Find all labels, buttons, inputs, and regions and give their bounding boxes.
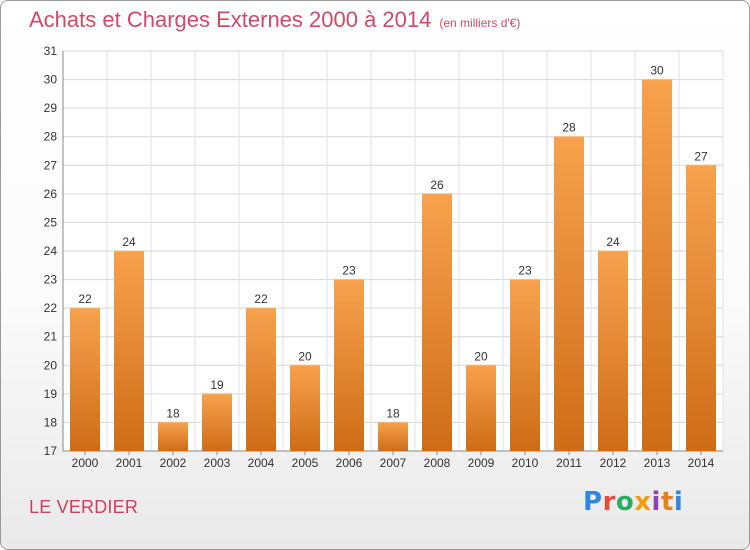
bar: [466, 365, 496, 451]
data-label: 28: [562, 121, 576, 135]
data-label: 24: [606, 235, 620, 249]
bar: [202, 393, 232, 451]
data-label: 30: [650, 64, 664, 78]
bar: [114, 251, 144, 451]
x-tick-label: 2010: [512, 456, 539, 470]
data-label: 27: [694, 149, 708, 163]
logo-letter: o: [615, 487, 635, 517]
x-tick-label: 2000: [72, 456, 99, 470]
data-label: 19: [210, 378, 224, 392]
y-tick-label: 27: [44, 158, 58, 172]
y-tick-label: 26: [44, 187, 58, 201]
bar: [158, 422, 188, 451]
data-label: 20: [298, 349, 312, 363]
bar: [246, 308, 276, 451]
y-tick-label: 31: [44, 44, 58, 58]
logo-letter: r: [602, 487, 616, 517]
x-tick-label: 2002: [160, 456, 187, 470]
data-label: 22: [254, 292, 268, 306]
bar: [70, 308, 100, 451]
logo-letter: P: [583, 487, 603, 517]
y-tick-label: 25: [44, 215, 58, 229]
data-label: 23: [342, 264, 356, 278]
bar: [378, 422, 408, 451]
y-tick-label: 18: [44, 415, 58, 429]
x-tick-label: 2012: [600, 456, 627, 470]
data-label: 24: [122, 235, 136, 249]
x-tick-label: 2014: [688, 456, 715, 470]
data-label: 26: [430, 178, 444, 192]
x-tick-label: 2006: [336, 456, 363, 470]
x-tick-label: 2001: [116, 456, 143, 470]
bar: [686, 165, 716, 452]
x-tick-label: 2003: [204, 456, 231, 470]
data-label: 18: [386, 406, 400, 420]
y-tick-label: 22: [44, 301, 58, 315]
bar: [334, 279, 364, 451]
y-tick-label: 30: [44, 73, 58, 87]
logo-letter: i: [651, 487, 661, 517]
data-label: 18: [166, 406, 180, 420]
logo-letter: x: [634, 487, 652, 517]
bar: [642, 79, 672, 452]
bar: [422, 193, 452, 451]
y-tick-label: 21: [44, 330, 58, 344]
unit-label: (en milliers d'€): [439, 16, 521, 30]
bar-layer: [70, 79, 716, 452]
title-text: Achats et Charges Externes 2000 à 2014: [29, 7, 432, 32]
bar: [554, 136, 584, 451]
bar: [290, 365, 320, 451]
y-tick-label: 29: [44, 101, 58, 115]
city-label: LE VERDIER: [29, 497, 139, 517]
x-tick-label: 2013: [644, 456, 671, 470]
y-tick-label: 17: [44, 444, 58, 458]
y-tick-label: 24: [44, 244, 58, 258]
x-tick-label: 2008: [424, 456, 451, 470]
y-tick-label: 19: [44, 387, 58, 401]
x-tick-label: 2009: [468, 456, 495, 470]
x-tick-label: 2011: [556, 456, 582, 470]
x-tick-label: 2004: [248, 456, 275, 470]
y-tick-label: 28: [44, 130, 58, 144]
data-label: 20: [474, 349, 488, 363]
x-tick-label: 2007: [380, 456, 407, 470]
label-layer: 22 24 18 19 22 20 23 18 26 20 23 28 24 30 27: [78, 64, 708, 421]
proxiti-logo[interactable]: Proxiti: [583, 487, 683, 517]
data-label: 22: [78, 292, 92, 306]
logo-letter: i: [673, 487, 684, 517]
y-tick-label: 20: [44, 358, 58, 372]
x-tick-label: 2005: [292, 456, 319, 470]
bar: [510, 279, 540, 451]
bar: [598, 251, 628, 451]
y-tick-label: 23: [44, 273, 58, 287]
logo-letter: t: [660, 487, 674, 517]
chart-title: Achats et Charges Externes 2000 à 2014 (e…: [29, 7, 520, 33]
data-label: 23: [518, 264, 532, 278]
